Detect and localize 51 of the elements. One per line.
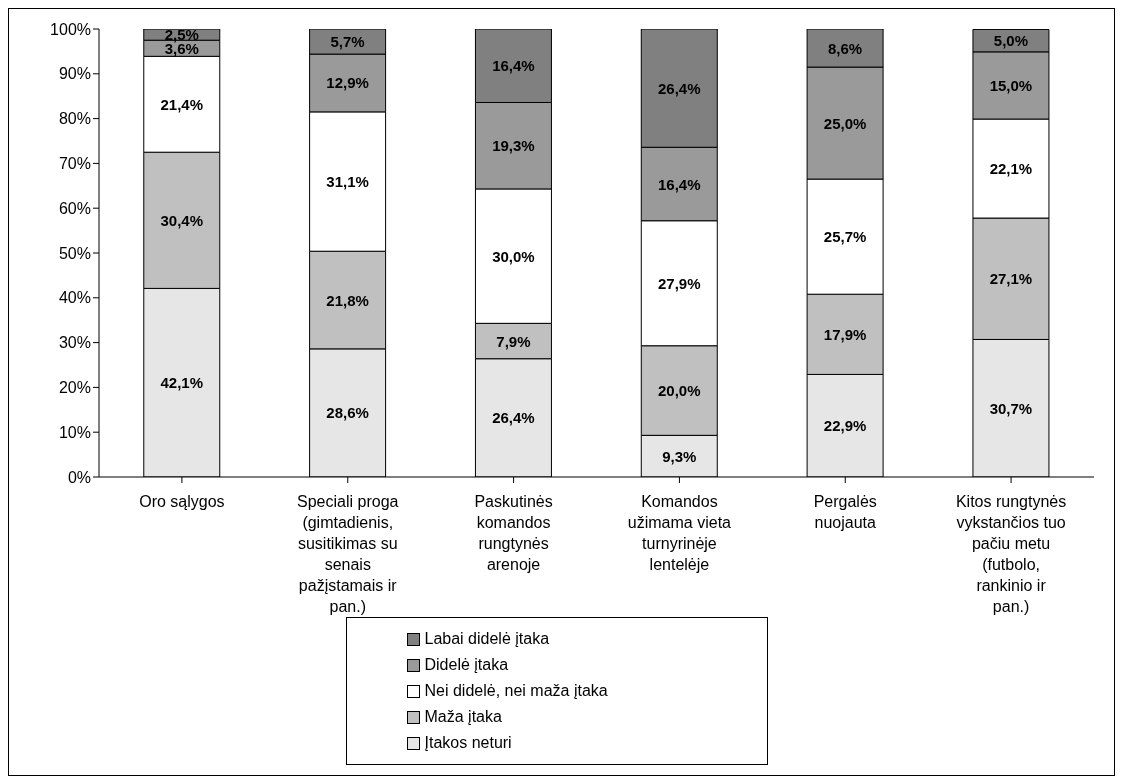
data-label: 5,0% bbox=[993, 32, 1029, 50]
y-tick-label: 70% bbox=[58, 155, 91, 173]
data-label: 21,4% bbox=[160, 95, 204, 113]
data-label: 30,7% bbox=[989, 399, 1033, 417]
data-label: 22,1% bbox=[989, 160, 1033, 178]
data-label: 7,9% bbox=[496, 332, 531, 350]
data-label: 12,9% bbox=[326, 74, 369, 92]
data-label: 27,9% bbox=[658, 274, 701, 292]
legend-label: Didelė įtaka bbox=[424, 656, 509, 674]
data-label: 31,1% bbox=[326, 173, 369, 191]
y-tick-label: 40% bbox=[58, 289, 91, 307]
data-label: 25,0% bbox=[823, 114, 867, 132]
y-tick-label: 80% bbox=[58, 110, 91, 128]
data-label: 2,5% bbox=[164, 26, 199, 44]
legend-label: Įtakos neturi bbox=[424, 734, 512, 752]
x-tick-label: Speciali proga (gimtadienis, susitikimas su senais pažįstamais ir pan.) bbox=[297, 493, 399, 615]
data-label: 17,9% bbox=[823, 325, 867, 343]
data-label: 26,4% bbox=[492, 409, 535, 427]
data-label: 25,7% bbox=[823, 228, 867, 246]
y-tick-label: 100% bbox=[50, 20, 91, 38]
data-label: 16,4% bbox=[492, 57, 535, 75]
data-label: 5,7% bbox=[330, 33, 365, 51]
x-tick-label: Oro sąlygos bbox=[139, 493, 225, 510]
y-tick-label: 90% bbox=[58, 65, 91, 83]
data-label: 8,6% bbox=[828, 39, 863, 57]
x-tick-label: Komandos užimama vieta turnyrinėje lentelėje bbox=[627, 493, 732, 573]
x-tick-label: Kitos rungtynės vykstančios tuo pačiu metu (futbolo, rankinio ir pan.) bbox=[955, 493, 1067, 615]
data-label: 27,1% bbox=[989, 270, 1033, 288]
data-label: 20,0% bbox=[658, 382, 701, 400]
data-label: 42,1% bbox=[160, 374, 204, 392]
y-tick-label: 50% bbox=[58, 244, 91, 262]
data-label: 28,6% bbox=[326, 404, 369, 422]
data-label: 9,3% bbox=[662, 447, 697, 465]
data-label: 15,0% bbox=[989, 76, 1033, 94]
data-label: 22,9% bbox=[823, 417, 867, 435]
data-label: 30,0% bbox=[492, 247, 535, 265]
legend-label: Nei didelė, nei maža įtaka bbox=[424, 682, 608, 700]
legend-label: Maža įtaka bbox=[424, 708, 502, 726]
data-label: 26,4% bbox=[658, 79, 701, 97]
data-label: 21,8% bbox=[326, 291, 369, 309]
data-label: 16,4% bbox=[658, 175, 701, 193]
y-tick-label: 30% bbox=[58, 334, 91, 352]
y-tick-label: 10% bbox=[58, 423, 91, 441]
y-tick-label: 20% bbox=[58, 379, 91, 397]
data-label: 30,4% bbox=[160, 211, 204, 229]
legend-label: Labai didelė įtaka bbox=[424, 630, 550, 648]
y-tick-label: 0% bbox=[67, 468, 91, 486]
x-tick-label: Pergalės nuojauta bbox=[813, 493, 877, 531]
x-tick-label: Paskutinės komandos rungtynės arenoje bbox=[474, 493, 553, 573]
data-label: 19,3% bbox=[492, 137, 535, 155]
y-tick-label: 60% bbox=[58, 199, 91, 217]
